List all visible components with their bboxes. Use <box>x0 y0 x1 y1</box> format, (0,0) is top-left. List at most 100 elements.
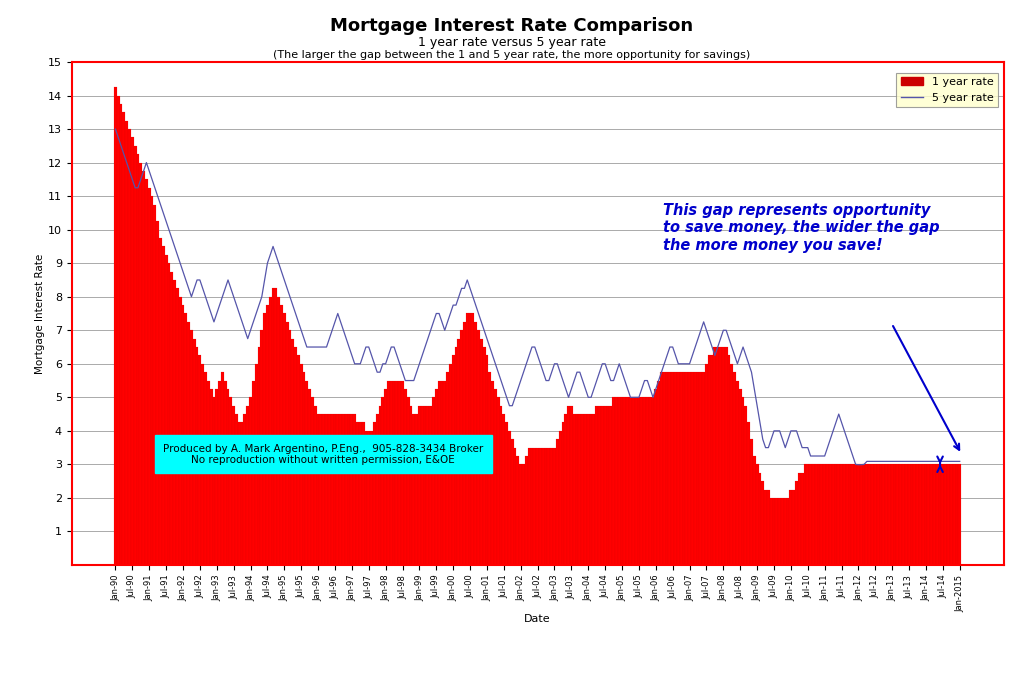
Bar <box>567 406 570 565</box>
Bar <box>232 406 236 565</box>
Bar <box>221 372 224 565</box>
Bar <box>120 104 123 565</box>
Bar <box>176 288 179 565</box>
Bar <box>471 313 474 565</box>
Bar <box>862 464 865 565</box>
Bar <box>525 456 527 565</box>
Bar <box>657 380 660 565</box>
Bar <box>170 271 173 565</box>
X-axis label: Date: Date <box>524 615 551 624</box>
Bar <box>871 464 873 565</box>
Bar <box>706 364 708 565</box>
Bar <box>548 448 550 565</box>
Bar <box>733 372 736 565</box>
Bar <box>384 389 387 565</box>
Bar <box>702 372 706 565</box>
Bar <box>368 431 370 565</box>
Bar <box>722 347 725 565</box>
Bar <box>604 406 606 565</box>
Bar <box>899 464 902 565</box>
Bar <box>131 138 134 565</box>
Bar <box>266 305 269 565</box>
Bar <box>213 398 215 565</box>
Bar <box>488 372 492 565</box>
Bar <box>356 422 358 565</box>
Bar <box>331 414 334 565</box>
Bar <box>660 372 663 565</box>
Bar <box>804 464 806 565</box>
Bar <box>609 406 612 565</box>
Bar <box>590 414 593 565</box>
Bar <box>292 339 294 565</box>
Bar <box>345 414 347 565</box>
Bar <box>595 406 598 565</box>
Bar <box>258 347 260 565</box>
Bar <box>381 398 384 565</box>
Bar <box>584 414 587 565</box>
Bar <box>651 398 654 565</box>
Bar <box>922 464 925 565</box>
Bar <box>753 456 756 565</box>
Bar <box>358 422 361 565</box>
Bar <box>643 398 646 565</box>
Bar <box>305 380 308 565</box>
Bar <box>255 364 258 565</box>
Bar <box>474 322 477 565</box>
Bar <box>696 372 699 565</box>
Bar <box>226 389 229 565</box>
Bar <box>542 448 545 565</box>
Bar <box>947 464 950 565</box>
Bar <box>624 398 627 565</box>
Bar <box>601 406 604 565</box>
Bar <box>139 163 142 565</box>
Bar <box>413 414 415 565</box>
Bar <box>294 347 297 565</box>
Bar <box>579 414 582 565</box>
Bar <box>390 380 392 565</box>
Bar <box>919 464 922 565</box>
Bar <box>370 431 373 565</box>
Bar <box>820 464 823 565</box>
Bar <box>666 372 669 565</box>
Bar <box>759 473 761 565</box>
Bar <box>795 481 798 565</box>
Bar <box>469 313 471 565</box>
Bar <box>202 364 204 565</box>
Bar <box>336 414 339 565</box>
Bar <box>480 339 482 565</box>
Bar <box>699 372 702 565</box>
Bar <box>440 380 443 565</box>
Bar <box>514 448 516 565</box>
Bar <box>449 364 452 565</box>
Bar <box>663 372 666 565</box>
Bar <box>575 414 579 565</box>
Bar <box>278 297 281 565</box>
Bar <box>530 448 534 565</box>
Bar <box>403 389 407 565</box>
Bar <box>719 347 722 565</box>
Bar <box>883 464 885 565</box>
Bar <box>635 398 638 565</box>
Bar <box>730 364 733 565</box>
Bar <box>894 464 896 565</box>
Bar <box>123 112 125 565</box>
Bar <box>877 464 880 565</box>
Bar <box>865 464 868 565</box>
Bar <box>184 313 187 565</box>
Bar <box>392 380 395 565</box>
Bar <box>708 356 711 565</box>
Bar <box>790 489 793 565</box>
Bar <box>236 414 238 565</box>
Bar <box>823 464 826 565</box>
Bar <box>494 389 497 565</box>
Bar <box>944 464 947 565</box>
Bar <box>677 372 680 565</box>
Bar <box>418 406 421 565</box>
Bar <box>316 414 319 565</box>
Bar <box>300 364 303 565</box>
Bar <box>410 406 413 565</box>
Bar <box>485 356 488 565</box>
Bar <box>764 489 767 565</box>
Bar <box>826 464 828 565</box>
Bar <box>767 489 770 565</box>
